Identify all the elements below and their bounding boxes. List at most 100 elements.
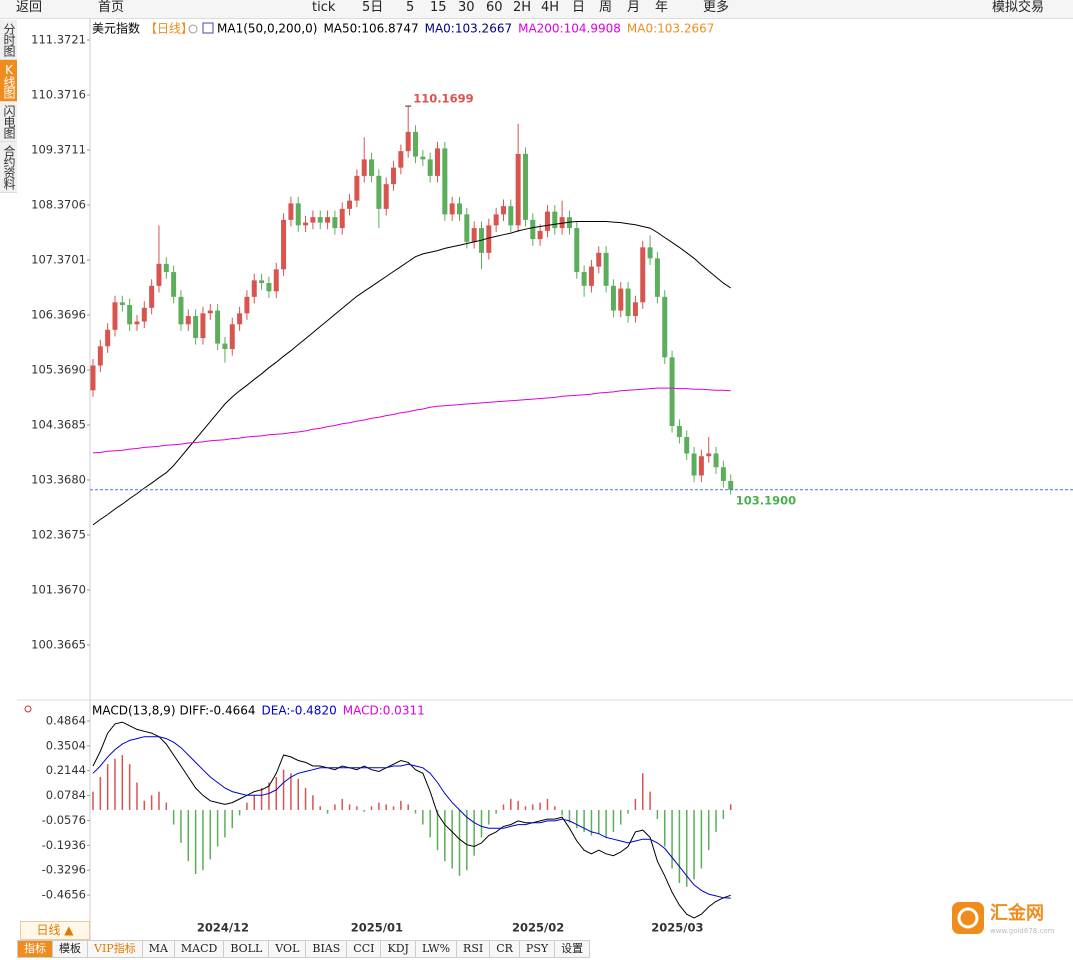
candle-body bbox=[669, 357, 675, 427]
toolbar-button[interactable]: 4H bbox=[541, 0, 560, 15]
indicator-tabs: 指标 模板 VIP指标 MA MACD BOLL VOL BIAS CCI KDJ LW% RSI CR… bbox=[17, 940, 591, 958]
y-tick-label: 104.3685 bbox=[31, 417, 86, 431]
toolbar-button[interactable]: 更多 bbox=[703, 0, 730, 15]
candle-body bbox=[317, 217, 323, 223]
candle-body bbox=[486, 225, 492, 253]
indicator-tab[interactable]: 指标 bbox=[17, 940, 53, 958]
candle-body bbox=[398, 151, 404, 168]
y-tick-label: 0.0784 bbox=[46, 788, 86, 802]
candle-body bbox=[97, 346, 103, 366]
toolbar-button[interactable]: 30 bbox=[458, 0, 475, 15]
y-tick-label: 109.3711 bbox=[31, 142, 86, 156]
indicator-tab[interactable]: 模板 bbox=[53, 940, 88, 958]
legend-entry: MACD:0.0311 bbox=[343, 704, 425, 718]
toolbar-button[interactable]: 5 bbox=[406, 0, 415, 15]
candle-body bbox=[698, 456, 704, 476]
toolbar-button[interactable]: 周 bbox=[599, 0, 613, 15]
candle-body bbox=[171, 272, 177, 297]
chart-title: 美元指数 bbox=[92, 21, 140, 36]
candle-body bbox=[163, 263, 169, 273]
indicator-tab[interactable]: LW% bbox=[415, 940, 458, 958]
indicator-tab[interactable]: RSI bbox=[457, 940, 491, 958]
candle-body bbox=[581, 272, 587, 286]
candle-body bbox=[266, 283, 272, 292]
candle-body bbox=[544, 211, 550, 231]
candle-body bbox=[500, 206, 506, 215]
period-label: 【日线】 bbox=[145, 22, 193, 36]
period-selector[interactable]: 日线 ▲ bbox=[20, 921, 90, 940]
candle-body bbox=[691, 453, 697, 476]
sidebar-tab[interactable]: 闪电图 bbox=[0, 102, 17, 142]
candle-body bbox=[640, 247, 646, 303]
candle-body bbox=[684, 436, 690, 454]
indicator-tab[interactable]: VOL bbox=[269, 940, 307, 958]
indicator-tab[interactable]: KDJ bbox=[381, 940, 416, 958]
y-tick-label: -0.4656 bbox=[42, 888, 86, 902]
candle-body bbox=[207, 310, 213, 314]
indicator-tab[interactable]: CR bbox=[490, 940, 520, 958]
candle-body bbox=[141, 307, 147, 322]
candle-body bbox=[537, 230, 543, 240]
indicator-line bbox=[92, 721, 731, 919]
candle-body bbox=[610, 285, 616, 311]
y-tick-label: 0.4864 bbox=[46, 713, 86, 727]
toolbar-button[interactable]: 5日 bbox=[362, 0, 384, 15]
candle-body bbox=[391, 167, 397, 185]
legend-entry: DIFF:-0.4664 bbox=[180, 704, 256, 718]
toolbar: 返回 首页 tick 5日 5 15 30 60 2H 4H 日周月年 更多 模拟交易 bbox=[0, 0, 1073, 19]
x-tick-label: 2025/01 bbox=[351, 921, 403, 935]
candle-body bbox=[134, 321, 140, 325]
legend-entry: DEA:-0.4820 bbox=[262, 704, 337, 718]
candle-body bbox=[259, 280, 265, 284]
candle-body bbox=[442, 148, 448, 215]
y-tick-label: -0.1936 bbox=[42, 838, 86, 852]
toolbar-button[interactable]: 首页 bbox=[98, 0, 125, 15]
indicator-tab[interactable]: PSY bbox=[519, 940, 556, 958]
candle-body bbox=[464, 214, 470, 242]
candle-body bbox=[193, 316, 199, 339]
candle-body bbox=[383, 184, 389, 209]
candle-body bbox=[566, 217, 572, 229]
candle-body bbox=[493, 214, 499, 226]
indicator-tab[interactable]: MA bbox=[142, 940, 175, 958]
toolbar-button[interactable]: 年 bbox=[655, 0, 669, 15]
toolbar-button[interactable]: 日 bbox=[572, 0, 586, 15]
candle-body bbox=[515, 153, 521, 226]
indicator-tab[interactable]: BIAS bbox=[306, 940, 348, 958]
y-tick-label: 108.3706 bbox=[31, 197, 86, 211]
toolbar-button[interactable]: 2H bbox=[513, 0, 532, 15]
candle-body bbox=[281, 219, 287, 270]
toolbar-button[interactable]: 返回 bbox=[16, 0, 43, 15]
indicator-tab[interactable]: BOLL bbox=[224, 940, 270, 958]
toolbar-button[interactable]: 模拟交易 bbox=[992, 0, 1045, 15]
candle-body bbox=[603, 252, 609, 286]
y-tick-label: 103.3680 bbox=[31, 472, 86, 486]
candle-body bbox=[200, 313, 206, 339]
candle-body bbox=[405, 131, 411, 152]
candle-body bbox=[361, 159, 367, 176]
candle-body bbox=[625, 288, 631, 317]
sidebar-tab[interactable]: 分时图 bbox=[0, 20, 17, 60]
sidebar-tab[interactable]: K线图 bbox=[0, 60, 17, 102]
candle-body bbox=[354, 175, 360, 201]
indicator-line bbox=[92, 387, 731, 454]
candle-body bbox=[288, 203, 294, 220]
toolbar-button[interactable]: 60 bbox=[486, 0, 503, 15]
candle-body bbox=[303, 222, 309, 226]
candle-body bbox=[471, 228, 477, 242]
candle-body bbox=[559, 217, 565, 229]
candle-body bbox=[508, 206, 514, 226]
indicator-line bbox=[92, 736, 731, 899]
toolbar-button[interactable]: tick bbox=[312, 0, 336, 15]
sidebar-tab[interactable]: 合约资料 bbox=[0, 142, 17, 193]
candle-body bbox=[449, 203, 455, 215]
toolbar-button[interactable]: 15 bbox=[430, 0, 447, 15]
indicator-tab[interactable]: CCI bbox=[347, 940, 382, 958]
candle-body bbox=[618, 288, 624, 311]
indicator-tab[interactable]: VIP指标 bbox=[88, 940, 143, 958]
indicator-tab[interactable]: MACD bbox=[174, 940, 225, 958]
candle-body bbox=[310, 217, 316, 223]
indicator-tab[interactable]: 设置 bbox=[555, 940, 591, 958]
candle-body bbox=[215, 310, 221, 344]
toolbar-button[interactable]: 月 bbox=[627, 0, 641, 15]
